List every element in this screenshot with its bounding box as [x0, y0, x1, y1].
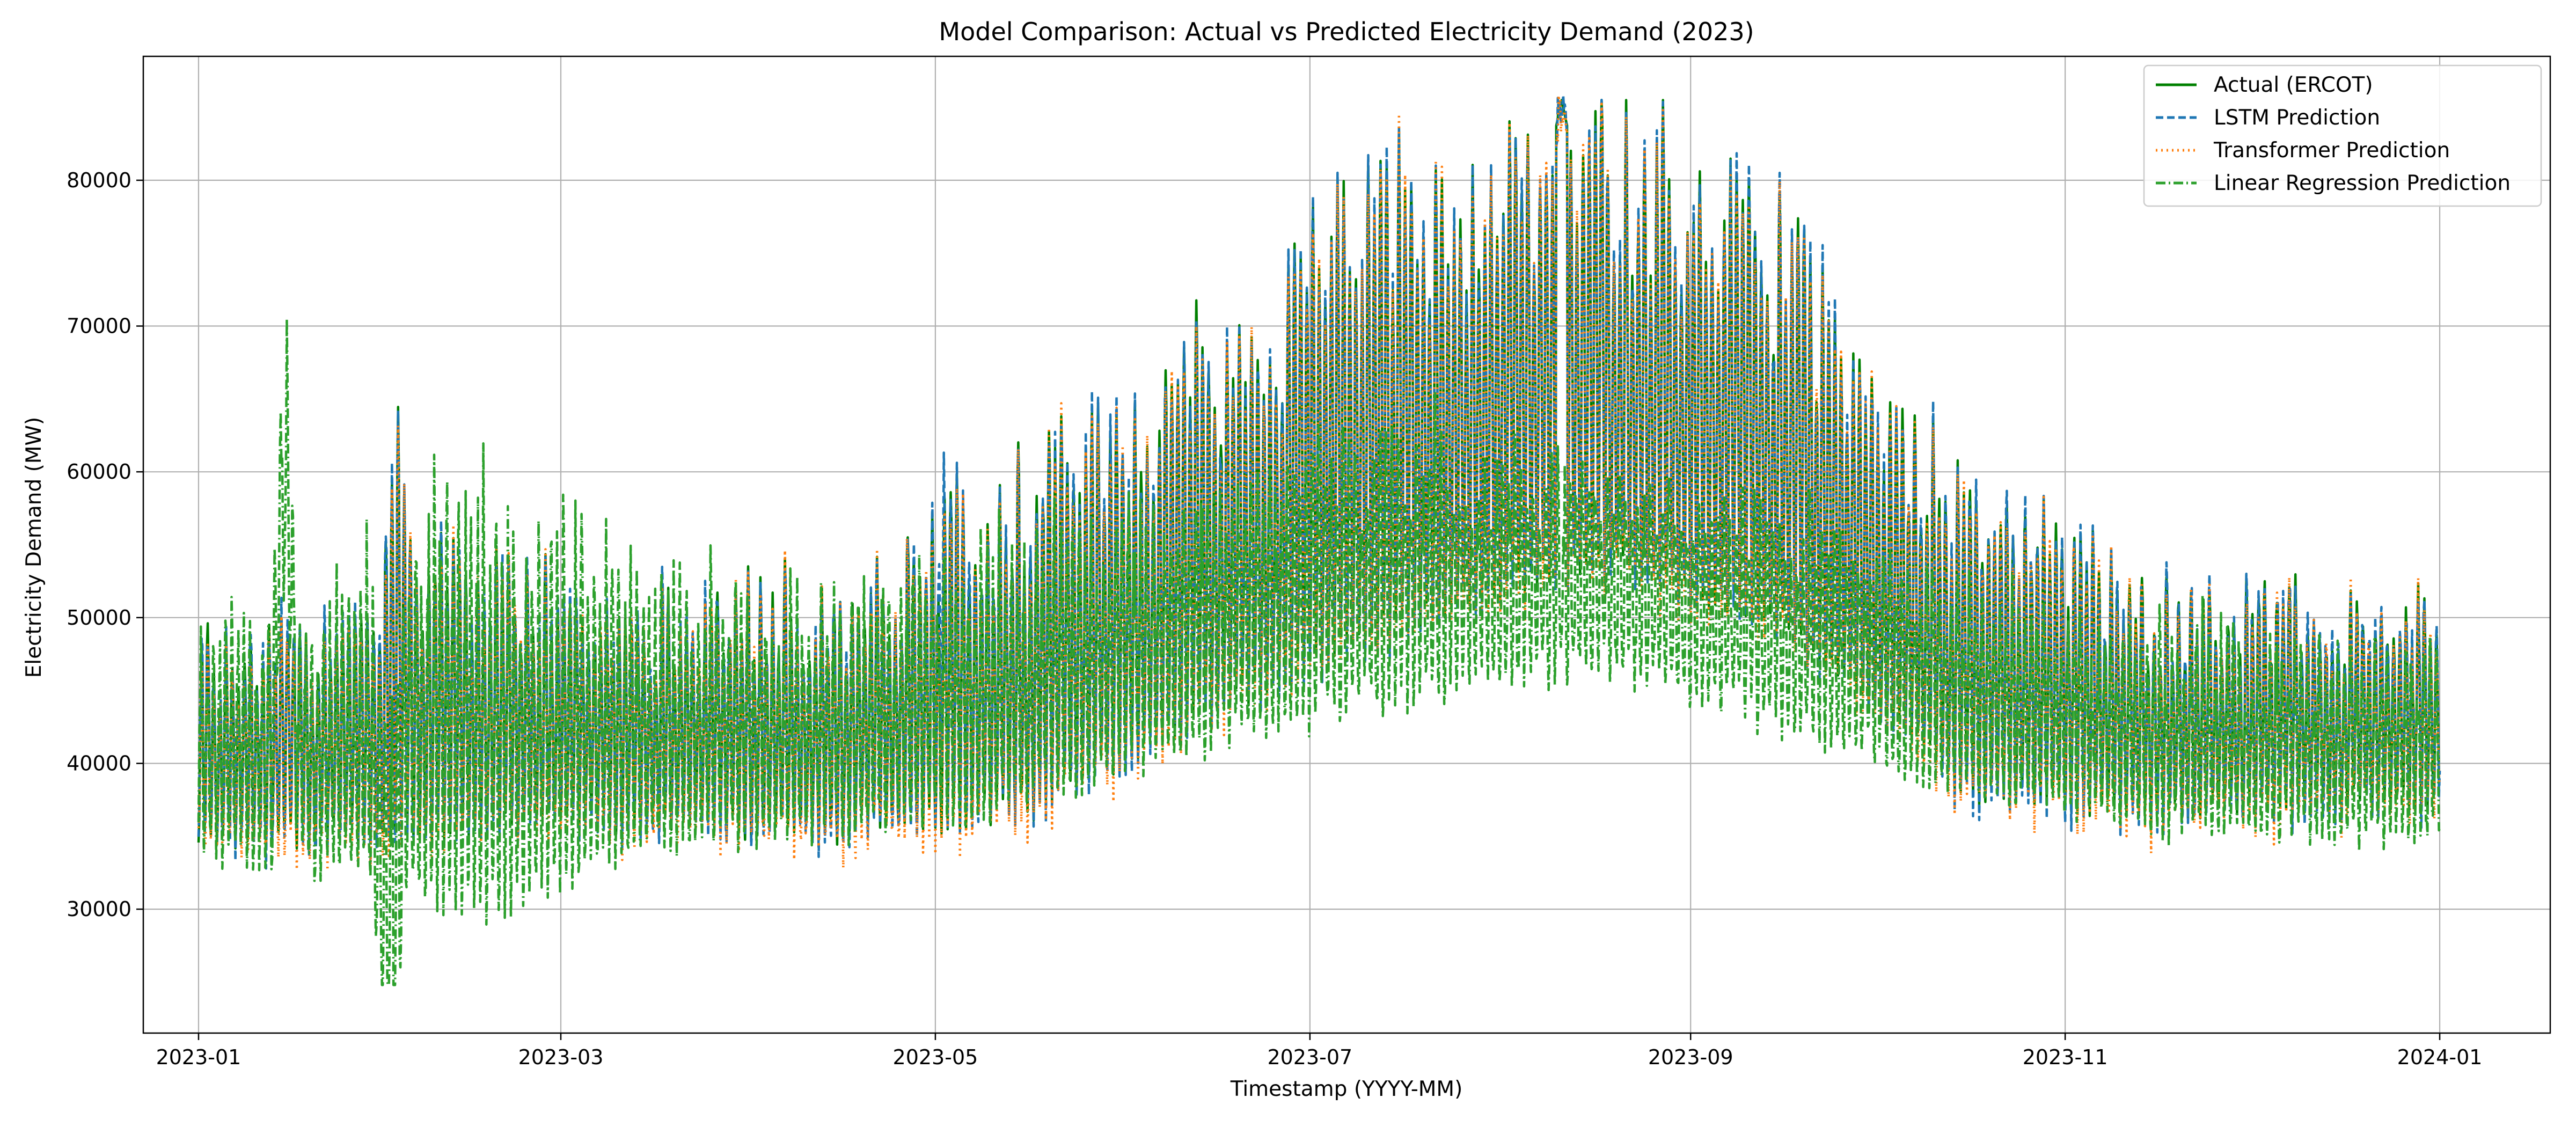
chart-title: Model Comparison: Actual vs Predicted El…: [939, 17, 1754, 46]
legend: Actual (ERCOT) LSTM Prediction Transformer…: [2143, 64, 2542, 207]
legend-item-transformer-label: Transformer Prediction: [2213, 138, 2450, 163]
series-layer: [197, 93, 2441, 986]
y-tick-label: 30000: [67, 897, 131, 921]
tick-layer: 2023-01 2023-03 2023-05 2023-07 2023-09 2023-…: [67, 169, 2482, 1069]
x-tick-label: 2023-07: [1267, 1045, 1352, 1069]
x-tick-label: 2023-09: [1648, 1045, 1733, 1069]
y-tick-label: 40000: [67, 751, 131, 775]
y-axis-label: Electricity Demand (MW): [22, 417, 46, 678]
series-line-linear-regression: [197, 318, 2441, 986]
x-tick-label: 2023-05: [893, 1045, 978, 1069]
x-tick-label: 2024-01: [2397, 1045, 2483, 1069]
x-axis-label: Timestamp (YYYY-MM): [1230, 1077, 1463, 1101]
x-tick-label: 2023-03: [518, 1045, 604, 1069]
y-tick-label: 70000: [67, 314, 131, 338]
y-tick-label: 60000: [67, 460, 131, 484]
axes-frame: [142, 55, 2551, 1034]
legend-item-linear-regression-label: Linear Regression Prediction: [2214, 171, 2511, 195]
y-tick-label: 80000: [67, 169, 131, 192]
x-tick-label: 2023-11: [2023, 1045, 2108, 1069]
legend-item-actual-label: Actual (ERCOT): [2214, 73, 2373, 97]
plot-area: [197, 93, 2441, 986]
legend-box: [2143, 64, 2542, 207]
legend-item-lstm-label: LSTM Prediction: [2214, 106, 2380, 130]
x-tick-label: 2023-01: [156, 1045, 241, 1069]
y-tick-label: 50000: [67, 606, 131, 630]
